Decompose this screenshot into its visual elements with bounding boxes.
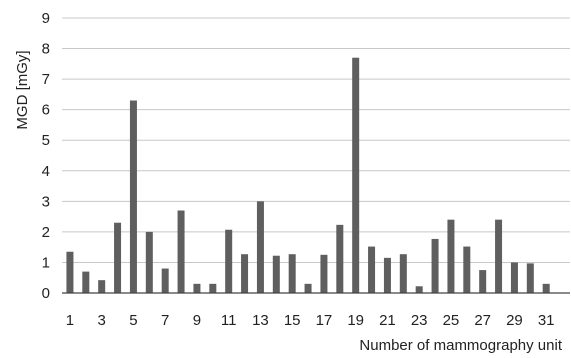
bar-unit-20	[368, 246, 376, 293]
bar-unit-9	[193, 283, 201, 293]
bar-unit-25	[447, 219, 455, 293]
y-tick-labels: 0 1 2 3 4 5 6 7 8 9	[42, 10, 50, 302]
bar-unit-26	[463, 246, 471, 293]
x-tick-label: 17	[316, 312, 333, 329]
x-tick-labels: 1 3 5 7 9 11 13 15 17 19 21 23 25 27 29 31	[66, 312, 555, 329]
y-tick-label: 4	[42, 163, 50, 180]
x-tick-label: 5	[129, 312, 137, 329]
y-tick-label: 3	[42, 193, 50, 210]
bar-unit-11	[225, 229, 233, 293]
bar-unit-23	[415, 286, 423, 293]
y-tick-label: 0	[42, 285, 50, 302]
bar-unit-28	[495, 219, 503, 293]
bar-unit-16	[304, 283, 312, 293]
x-tick-label: 7	[161, 312, 169, 329]
x-tick-label: 23	[411, 312, 428, 329]
bar-unit-2	[82, 271, 90, 293]
gridlines	[62, 17, 570, 263]
bar-unit-22	[399, 254, 407, 293]
bar-unit-13	[256, 201, 264, 293]
y-tick-label: 8	[42, 41, 50, 58]
bar-unit-17	[320, 254, 328, 293]
x-tick-label: 29	[506, 312, 523, 329]
bar-unit-6	[145, 231, 153, 293]
y-tick-label: 1	[42, 254, 50, 271]
bar-unit-8	[177, 210, 185, 293]
y-tick-label: 7	[42, 71, 50, 88]
x-tick-label: 19	[347, 312, 364, 329]
x-tick-label: 21	[379, 312, 396, 329]
bar-unit-27	[479, 270, 487, 293]
bar-unit-21	[383, 257, 391, 293]
bar-unit-10	[209, 283, 217, 293]
y-axis-title: MGD [mGy]	[14, 50, 31, 129]
x-tick-label: 11	[221, 312, 237, 329]
x-tick-label: 3	[98, 312, 106, 329]
x-axis-title: Number of mammography unit	[359, 337, 562, 354]
bar-unit-1	[66, 251, 74, 293]
bar-series	[66, 57, 550, 293]
bar-unit-18	[336, 224, 344, 293]
x-tick-label: 31	[538, 312, 555, 329]
bar-unit-31	[542, 283, 550, 293]
y-tick-label: 2	[42, 224, 50, 241]
x-tick-label: 27	[474, 312, 491, 329]
bar-unit-3	[98, 280, 106, 293]
bar-unit-14	[272, 255, 280, 293]
bar-unit-24	[431, 238, 439, 293]
x-tick-label: 1	[66, 312, 74, 329]
x-tick-label: 25	[443, 312, 460, 329]
bar-unit-12	[241, 254, 249, 293]
x-tick-label: 15	[284, 312, 301, 329]
bar-unit-4	[114, 222, 122, 293]
x-tick-label: 13	[252, 312, 269, 329]
bar-unit-5	[129, 100, 137, 293]
bar-unit-30	[526, 263, 534, 293]
bar-unit-29	[510, 262, 518, 293]
y-tick-label: 5	[42, 132, 50, 149]
x-tick-label: 9	[193, 312, 201, 329]
y-tick-label: 6	[42, 102, 50, 119]
y-tick-label: 9	[42, 10, 50, 27]
bar-unit-15	[288, 254, 296, 293]
bar-unit-19	[352, 57, 360, 293]
bar-unit-7	[161, 268, 169, 293]
